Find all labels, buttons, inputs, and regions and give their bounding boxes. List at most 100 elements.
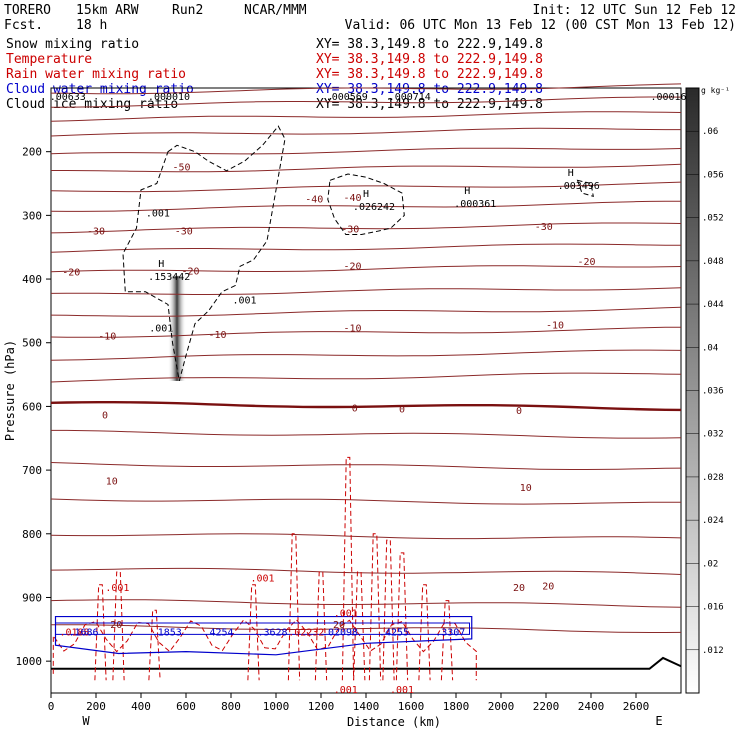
low-level-value: .1853	[152, 628, 182, 639]
maximum-value: .026242	[353, 202, 395, 213]
top-strip-value: .00016	[650, 92, 686, 103]
isotherm-label: 20	[513, 583, 525, 594]
isotherm-line	[51, 429, 682, 439]
rain-contour	[353, 571, 366, 681]
maximum-marker: H	[158, 259, 164, 270]
isotherm-line	[50, 83, 682, 95]
contour-label: .001	[334, 685, 358, 696]
contour-label: .001	[232, 295, 256, 306]
isotherm-line	[50, 181, 682, 193]
isotherm-line	[50, 462, 682, 470]
field-xy: XY= 38.3,149.8 to 222.9,149.8	[316, 97, 543, 112]
isotherm-label: -40	[343, 193, 361, 204]
low-level-value: .1686	[68, 628, 98, 639]
field-xy: XY= 38.3,149.8 to 222.9,149.8	[316, 52, 543, 67]
x-tick-label: 2200	[533, 700, 560, 713]
west-label: W	[82, 714, 90, 728]
top-strip-value: .000569	[326, 92, 368, 103]
isotherm-label: 20	[333, 620, 345, 631]
isotherm-label: 0	[516, 406, 522, 417]
low-level-value: .02098	[322, 628, 358, 639]
isotherm-line	[50, 372, 682, 383]
field-xy: XY= 38.3,149.8 to 222.9,149.8	[316, 37, 543, 52]
isotherm-label: -40	[305, 194, 323, 205]
isotherm-line	[50, 498, 682, 505]
cloud-water-contour	[55, 622, 470, 635]
snow-shading	[168, 275, 186, 381]
isotherm-label: -10	[208, 330, 226, 341]
low-level-value: .4254	[203, 628, 233, 639]
rain-contour	[52, 619, 477, 681]
org-label: NCAR/MMM	[244, 3, 307, 18]
fcst-value: 18 h	[76, 18, 107, 33]
colorbar-tick-label: .024	[702, 516, 724, 526]
colorbar-tick-label: .044	[702, 300, 724, 310]
colorbar-tick-label: .02	[702, 559, 718, 569]
isotherm-label: 0	[352, 403, 358, 414]
y-tick-label: 200	[22, 146, 42, 159]
isotherm-line	[50, 222, 682, 234]
contour-label: .001	[146, 209, 170, 220]
cloud-ice-contour	[576, 179, 594, 197]
cloud-ice-contour	[122, 125, 286, 382]
colorbar-tick-label: .052	[702, 214, 724, 224]
x-tick-label: 1800	[443, 700, 470, 713]
y-tick-label: 600	[22, 400, 42, 413]
maximum-value: .153442	[148, 272, 190, 283]
isotherm-label: -10	[546, 321, 564, 332]
rain-contour	[341, 456, 355, 681]
isotherm-line	[50, 111, 682, 122]
rain-contour	[94, 584, 107, 681]
isotherm-line	[50, 599, 682, 608]
colorbar-tick-label: .056	[702, 170, 724, 180]
y-tick-label: 300	[22, 209, 42, 222]
x-tick-label: 400	[131, 700, 151, 713]
cloud-water-contour	[54, 615, 473, 656]
contour-label: .001	[250, 574, 274, 585]
colorbar-tick-label: .036	[702, 387, 724, 397]
isotherm-label: -30	[341, 224, 359, 235]
model-name: TORERO	[4, 3, 51, 18]
colorbar-unit: g kg⁻¹	[701, 86, 730, 95]
rain-contour	[440, 600, 454, 681]
y-tick-label: 900	[22, 591, 42, 604]
colorbar-tick-label: .06	[702, 127, 718, 137]
maximum-value: .000361	[454, 199, 496, 210]
resolution-label: 15km ARW	[76, 3, 139, 18]
x-tick-label: 1600	[398, 700, 425, 713]
isotherm-label: 20	[542, 582, 554, 593]
contour-label: .001	[105, 583, 129, 594]
isotherm-label: -20	[62, 268, 80, 279]
x-tick-label: 1200	[308, 700, 335, 713]
isotherm-line	[50, 533, 682, 540]
x-tick-label: 1400	[353, 700, 380, 713]
field-xy: XY= 38.3,149.8 to 222.9,149.8	[316, 67, 543, 82]
contour-label: .001	[390, 685, 414, 696]
isotherm-label: -30	[535, 222, 553, 233]
field-name: Cloud ice mixing ratio	[6, 97, 178, 112]
isotherm-line	[50, 401, 682, 412]
field-name: Temperature	[6, 52, 92, 67]
maximum-marker: H	[568, 168, 574, 179]
colorbar-tick-label: .028	[702, 473, 724, 483]
maximum-marker: H	[363, 189, 369, 200]
field-name: Rain water mixing ratio	[6, 67, 186, 82]
isotherm-line	[50, 265, 682, 273]
colorbar-tick-label: .016	[702, 603, 724, 613]
isotherm-label: -50	[172, 163, 190, 174]
x-tick-label: 2000	[488, 700, 515, 713]
isotherm-line	[50, 306, 682, 317]
maximum-value: .003496	[558, 181, 600, 192]
isotherm-label: -20	[343, 261, 361, 272]
y-tick-label: 500	[22, 337, 42, 350]
run-label: Run2	[172, 3, 203, 18]
isotherm-label: -10	[98, 331, 116, 342]
low-level-value: .4255	[379, 628, 409, 639]
y-tick-label: 800	[22, 528, 42, 541]
colorbar-tick-label: .012	[702, 646, 724, 656]
x-tick-label: 600	[176, 700, 196, 713]
isotherm-label: 10	[106, 477, 118, 488]
isotherm-line	[50, 624, 682, 633]
field-name: Snow mixing ratio	[6, 37, 139, 52]
maximum-marker: H	[464, 186, 470, 197]
